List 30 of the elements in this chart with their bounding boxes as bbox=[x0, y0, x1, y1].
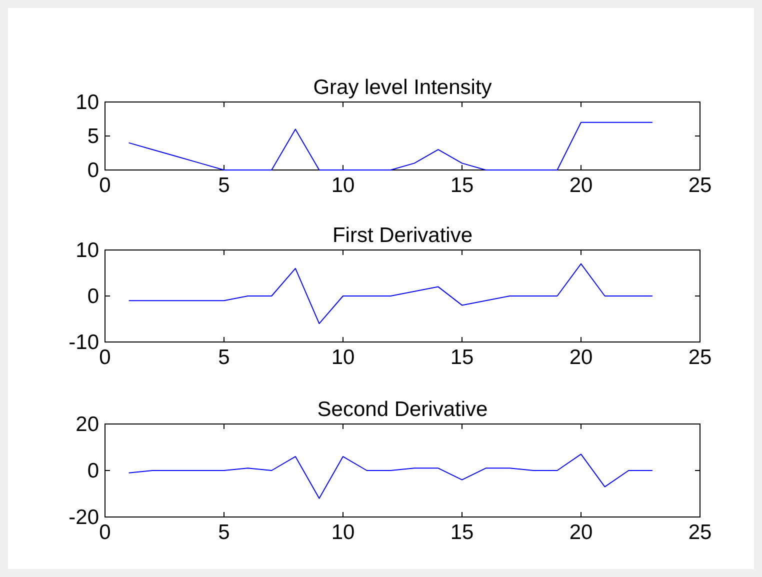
x-tick-label: 20 bbox=[569, 174, 593, 197]
x-tick-label: 25 bbox=[688, 174, 712, 197]
y-tick-label: 10 bbox=[76, 239, 99, 262]
x-tick-label: 15 bbox=[450, 346, 474, 369]
y-tick-label: 0 bbox=[87, 460, 99, 482]
x-tick-label: 5 bbox=[218, 346, 230, 369]
x-tick-label: 10 bbox=[331, 521, 355, 544]
x-tick-label: 25 bbox=[688, 521, 712, 544]
y-tick-label: -10 bbox=[68, 331, 99, 354]
y-tick-label: 20 bbox=[76, 413, 99, 436]
x-tick-label: 20 bbox=[569, 346, 593, 369]
x-tick-label: 10 bbox=[331, 346, 355, 369]
x-tick-label: 15 bbox=[450, 521, 474, 544]
chart-title: Second Derivative bbox=[317, 398, 488, 421]
chart-title: Gray level Intensity bbox=[313, 76, 492, 99]
x-tick-label: 10 bbox=[331, 174, 355, 197]
x-tick-label: 20 bbox=[569, 521, 593, 544]
chart-title: First Derivative bbox=[332, 224, 473, 247]
line-series bbox=[128, 263, 653, 324]
x-tick-label: 5 bbox=[218, 521, 230, 544]
line-series bbox=[128, 454, 653, 499]
x-tick-label: 25 bbox=[688, 346, 712, 369]
y-tick-label: 0 bbox=[87, 159, 99, 182]
line-series bbox=[128, 122, 653, 170]
y-tick-label: 0 bbox=[87, 285, 99, 308]
x-tick-label: 5 bbox=[218, 174, 230, 197]
y-tick-label: 5 bbox=[87, 125, 99, 148]
x-tick-label: 15 bbox=[450, 174, 474, 197]
y-tick-label: -20 bbox=[68, 506, 99, 529]
y-tick-label: 10 bbox=[76, 91, 99, 114]
